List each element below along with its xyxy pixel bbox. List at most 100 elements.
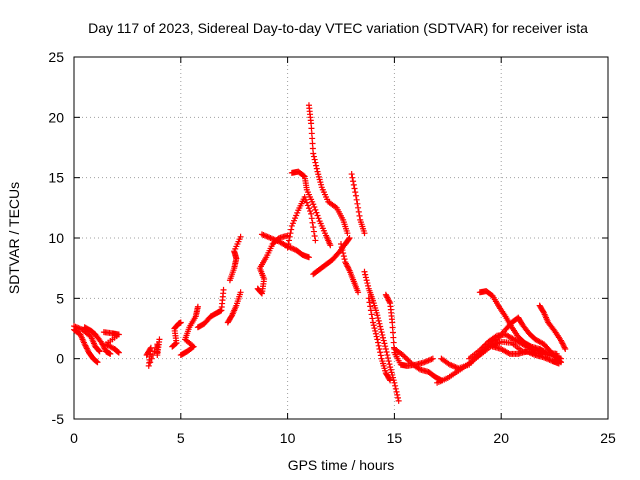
data-point bbox=[315, 171, 322, 178]
data-point bbox=[387, 364, 394, 371]
data-point bbox=[388, 369, 395, 376]
data-point bbox=[293, 212, 300, 219]
data-point bbox=[308, 130, 315, 137]
data-point bbox=[288, 222, 295, 229]
data-point bbox=[314, 212, 321, 219]
y-tick-labels: -5 0 5 10 15 20 25 bbox=[48, 49, 64, 427]
data-point bbox=[93, 358, 100, 365]
series-arc-h bbox=[194, 286, 227, 331]
data-point bbox=[394, 394, 401, 401]
data-point bbox=[353, 196, 360, 203]
data-point bbox=[354, 200, 361, 207]
series-arc-t bbox=[365, 295, 394, 384]
series-arc-m bbox=[284, 193, 319, 251]
data-point bbox=[383, 349, 390, 356]
data-point bbox=[370, 319, 377, 326]
data-point bbox=[362, 274, 369, 281]
x-tick-label: 10 bbox=[280, 430, 296, 446]
data-point bbox=[390, 334, 397, 341]
data-point bbox=[380, 337, 387, 344]
data-point bbox=[311, 204, 318, 211]
data-point bbox=[237, 289, 244, 296]
data-point bbox=[310, 224, 317, 231]
data-point bbox=[346, 235, 353, 241]
series-arc-n bbox=[288, 168, 334, 249]
data-point bbox=[363, 277, 370, 284]
data-point bbox=[352, 192, 359, 199]
data-point bbox=[308, 125, 315, 132]
data-point bbox=[348, 171, 355, 178]
series-arc-k bbox=[254, 232, 291, 297]
data-point bbox=[309, 140, 316, 147]
data-point bbox=[394, 391, 401, 398]
data-point bbox=[313, 165, 320, 172]
data-point bbox=[384, 352, 391, 359]
data-point bbox=[389, 324, 396, 331]
data-point bbox=[429, 355, 436, 362]
series-arc-g bbox=[177, 303, 201, 359]
data-point bbox=[361, 230, 368, 237]
y-tick-label: 5 bbox=[56, 290, 64, 306]
data-point bbox=[386, 376, 393, 383]
data-point bbox=[318, 181, 325, 188]
data-point bbox=[292, 215, 299, 222]
y-tick-label: 25 bbox=[48, 49, 64, 65]
series-arc-c bbox=[81, 324, 114, 357]
data-point bbox=[305, 205, 312, 212]
data-point bbox=[389, 329, 396, 336]
data-point bbox=[308, 210, 315, 217]
data-point bbox=[311, 232, 318, 239]
data-point bbox=[305, 254, 312, 261]
data-point bbox=[402, 354, 409, 361]
data-point bbox=[310, 201, 317, 208]
data-point bbox=[289, 220, 296, 227]
data-point bbox=[391, 379, 398, 386]
data-point bbox=[94, 359, 101, 366]
x-tick-label: 0 bbox=[70, 430, 78, 446]
data-point bbox=[301, 193, 308, 200]
data-point bbox=[194, 303, 201, 310]
data-point bbox=[404, 356, 411, 363]
data-point bbox=[384, 355, 391, 362]
data-point bbox=[355, 204, 362, 211]
data-point bbox=[115, 349, 122, 356]
data-point bbox=[312, 159, 319, 166]
data-point bbox=[313, 209, 320, 216]
series-arc-u bbox=[382, 291, 436, 369]
data-point bbox=[308, 215, 315, 222]
series-arc-j bbox=[226, 233, 244, 284]
data-point bbox=[361, 268, 368, 275]
data-point bbox=[313, 162, 320, 169]
data-point bbox=[350, 178, 357, 185]
data-point bbox=[366, 299, 373, 306]
data-point bbox=[312, 237, 319, 244]
data-point bbox=[374, 336, 381, 343]
data-point bbox=[148, 355, 155, 362]
x-tick-label: 25 bbox=[600, 430, 616, 446]
y-tick-label: 10 bbox=[48, 230, 64, 246]
data-point bbox=[371, 325, 378, 332]
data-point bbox=[375, 342, 382, 349]
data-point bbox=[312, 206, 319, 213]
data-point bbox=[285, 241, 292, 248]
data-point bbox=[302, 196, 309, 203]
data-point bbox=[345, 236, 352, 243]
data-point bbox=[115, 349, 122, 356]
data-point bbox=[352, 189, 359, 196]
data-point bbox=[177, 319, 184, 326]
data-point bbox=[107, 350, 114, 357]
data-point bbox=[350, 181, 357, 188]
data-point bbox=[372, 327, 379, 334]
data-point bbox=[540, 348, 547, 355]
data-point bbox=[387, 377, 394, 384]
data-point bbox=[374, 312, 381, 319]
data-point bbox=[303, 199, 310, 206]
data-point bbox=[284, 244, 291, 251]
data-point bbox=[349, 174, 356, 181]
data-point bbox=[376, 320, 383, 327]
data-point bbox=[364, 280, 371, 287]
data-point bbox=[341, 256, 348, 263]
data-point bbox=[379, 331, 386, 338]
axis-ticks bbox=[73, 56, 609, 420]
data-point bbox=[316, 176, 323, 183]
